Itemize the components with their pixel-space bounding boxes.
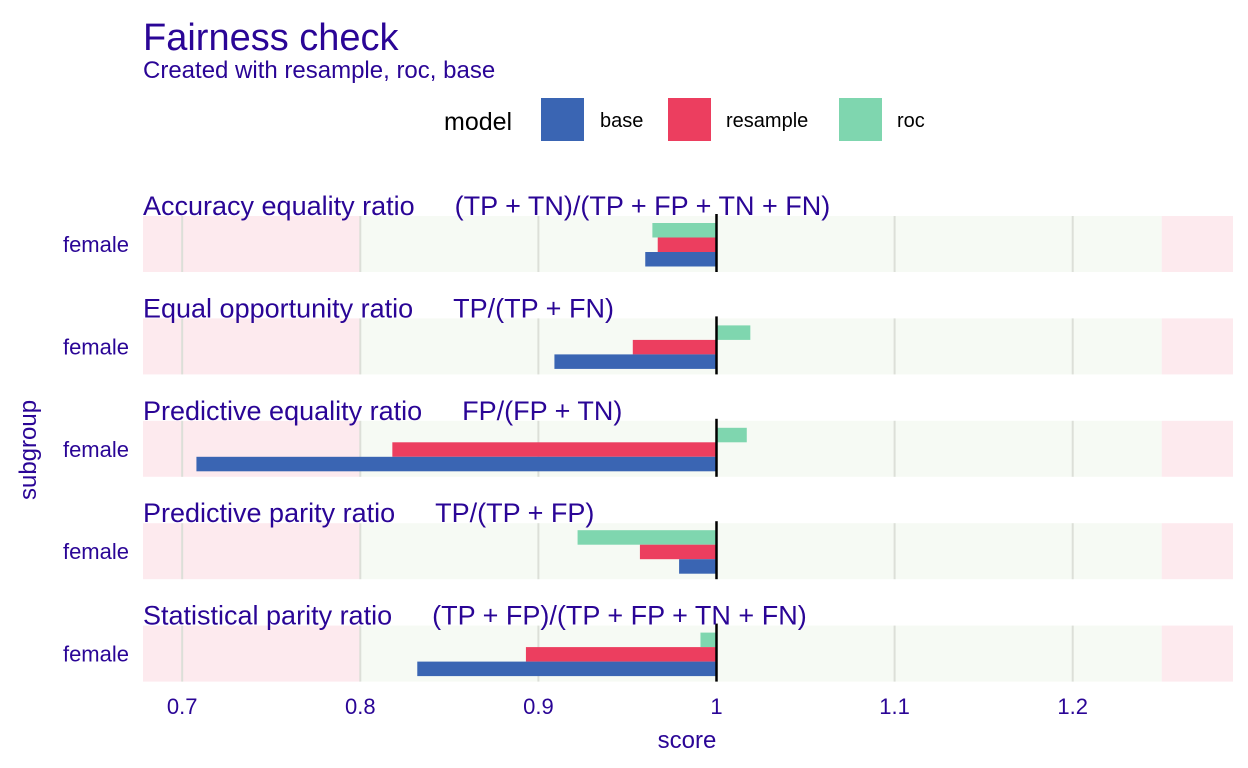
fair-zone xyxy=(360,523,1162,580)
panel-formula: (TP + FP)/(TP + FP + TN + FN) xyxy=(432,601,807,631)
unfair-zone-right xyxy=(1161,318,1233,375)
panel-metric: Accuracy equality ratio xyxy=(143,191,415,221)
x-axis-title: score xyxy=(658,727,717,754)
bar-resample xyxy=(639,544,717,560)
bar-resample xyxy=(657,237,717,252)
bar-base xyxy=(554,354,717,369)
bar-roc xyxy=(652,223,717,238)
panel-formula: TP/(TP + FN) xyxy=(453,293,614,323)
subgroup-label: female xyxy=(63,437,129,462)
bar-roc xyxy=(716,427,747,443)
panel-2: Equal opportunity ratio TP/(TP + FN) femal… xyxy=(63,293,1233,375)
x-tick-label: 1.2 xyxy=(1057,694,1088,719)
panel-1: Accuracy equality ratio (TP + TN)/(TP + F… xyxy=(63,191,1233,272)
panel-metric: Equal opportunity ratio xyxy=(143,293,413,323)
panel-title: Statistical parity ratio (TP + FP)/(TP + … xyxy=(143,601,807,631)
legend-label-base: base xyxy=(600,110,643,132)
panel-4: Predictive parity ratio TP/(TP + FP) femal… xyxy=(63,498,1233,580)
subgroup-label: female xyxy=(63,539,129,564)
fair-zone xyxy=(360,216,1162,272)
x-tick-label: 1 xyxy=(710,694,722,719)
fair-zone xyxy=(360,318,1162,375)
panel-metric: Predictive equality ratio xyxy=(143,396,422,426)
legend-label-roc: roc xyxy=(897,110,925,132)
bar-roc xyxy=(700,632,717,648)
bar-resample xyxy=(632,339,717,355)
y-axis-title: subgroup xyxy=(15,400,42,500)
x-tick-label: 1.1 xyxy=(879,694,910,719)
unfair-zone-left xyxy=(143,523,361,580)
bar-base xyxy=(417,661,717,677)
legend-label-resample: resample xyxy=(726,110,808,132)
x-tick-label: 0.8 xyxy=(345,694,376,719)
unfair-zone-left xyxy=(143,318,361,375)
unfair-zone-left xyxy=(143,625,361,682)
panels: Accuracy equality ratio (TP + TN)/(TP + F… xyxy=(63,191,1233,682)
subgroup-label: female xyxy=(63,232,129,257)
bar-base xyxy=(645,252,717,267)
panel-title: Equal opportunity ratio TP/(TP + FN) xyxy=(143,293,614,323)
bar-roc xyxy=(577,530,717,545)
panel-title: Predictive parity ratio TP/(TP + FP) xyxy=(143,498,594,528)
panel-3: Predictive equality ratio FP/(FP + TN) fem… xyxy=(63,396,1233,477)
legend-key-base xyxy=(541,98,584,141)
panel-title: Accuracy equality ratio (TP + TN)/(TP + F… xyxy=(143,191,830,221)
x-tick-label: 0.7 xyxy=(167,694,198,719)
unfair-zone-right xyxy=(1161,625,1233,682)
panel-metric: Predictive parity ratio xyxy=(143,498,395,528)
legend-key-roc xyxy=(839,98,882,141)
legend: model base resample roc xyxy=(444,98,925,141)
bar-base xyxy=(679,559,717,574)
unfair-zone-left xyxy=(143,216,361,272)
subgroup-label: female xyxy=(63,642,129,667)
x-axis: 0.7 0.8 0.9 1 1.1 1.2 xyxy=(167,694,1088,719)
panel-formula: FP/(FP + TN) xyxy=(462,396,622,426)
legend-title: model xyxy=(444,108,512,136)
legend-key-resample xyxy=(668,98,711,141)
bar-roc xyxy=(716,325,751,340)
subgroup-label: female xyxy=(63,334,129,359)
unfair-zone-right xyxy=(1161,420,1233,477)
panel-5: Statistical parity ratio (TP + FP)/(TP + … xyxy=(63,601,1233,682)
chart-subtitle: Created with resample, roc, base xyxy=(143,57,495,84)
panel-title: Predictive equality ratio FP/(FP + TN) xyxy=(143,396,622,426)
unfair-zone-right xyxy=(1161,523,1233,580)
chart-title: Fairness check xyxy=(143,17,400,59)
panel-formula: TP/(TP + FP) xyxy=(435,498,594,528)
panel-formula: (TP + TN)/(TP + FP + TN + FN) xyxy=(455,191,831,221)
unfair-zone-right xyxy=(1161,216,1233,272)
bar-resample xyxy=(392,442,717,457)
panel-metric: Statistical parity ratio xyxy=(143,601,392,631)
bar-resample xyxy=(525,647,717,662)
bar-base xyxy=(196,456,717,472)
x-tick-label: 0.9 xyxy=(523,694,554,719)
